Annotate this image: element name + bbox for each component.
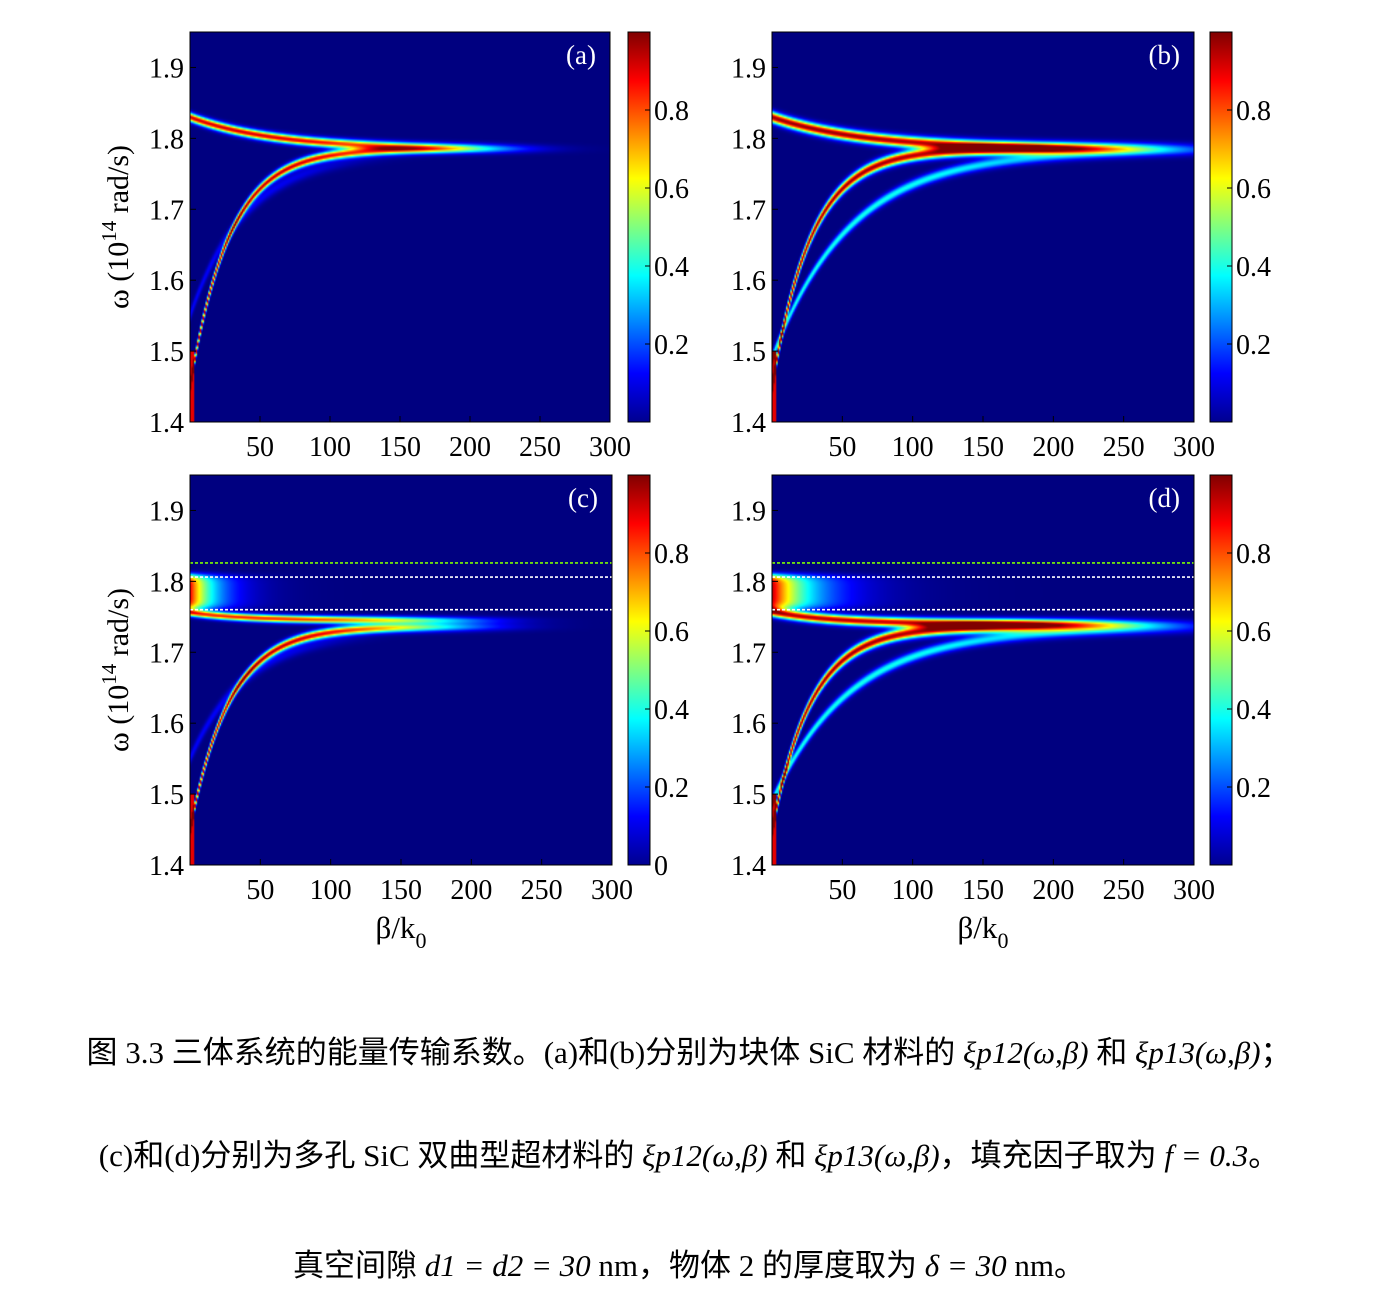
colorbar-tick-label: 0.2 [1236,330,1271,361]
panel-d: 50 100 150 200 250 300 1.4 1.5 1.6 1.7 1.8 1.9 (d) 0.… [731,474,1271,953]
colorbar-tick-label: 0.8 [654,539,689,570]
colorbar-tick-label: 0.6 [1236,617,1271,648]
x-tick-label: 150 [379,432,421,463]
colorbar [627,31,651,423]
colorbar-tick-label: 0.4 [654,695,689,726]
y-tick-label: 1.8 [149,567,184,598]
colorbar [627,474,651,866]
fill-factor-expression: f = 0.3 [1164,1138,1249,1173]
panel-label: (d) [1149,483,1180,513]
y-tick-label: 1.4 [149,851,184,882]
colorbar-tick-label: 0.2 [654,330,689,361]
heatmap-image [772,475,1194,865]
x-tick-label: 250 [1103,875,1145,906]
panel-label: (a) [566,40,596,70]
x-axis-label: β/k0 [376,910,427,953]
xi13-expression-2: ξp13(ω,β) [814,1138,940,1173]
caption-line-2: (c)和(d)分别为多孔 SiC 双曲型超材料的 ξp12(ω,β) 和 ξp1… [98,1138,1280,1173]
x-tick-label: 50 [828,432,856,463]
x-tick-label: 250 [521,875,563,906]
x-tick-label: 100 [892,875,934,906]
caption-line-3: 真空间隙 d1 = d2 = 30 nm，物体 2 的厚度取为 δ = 30 n… [293,1248,1085,1283]
y-axis-label: ω (1014 rad/s) [97,145,135,309]
y-tick-label: 1.9 [149,496,184,527]
y-tick-label: 1.7 [731,195,766,226]
x-tick-label: 200 [1032,432,1074,463]
y-tick-label: 1.9 [731,53,766,84]
y-tick-label: 1.7 [731,638,766,669]
x-tick-label: 200 [1032,875,1074,906]
y-tick-label: 1.7 [149,195,184,226]
x-tick-label: 100 [892,432,934,463]
heatmap-image [190,32,610,422]
colorbar-tick-label: 0.2 [1236,773,1271,804]
x-tick-label: 100 [309,432,351,463]
panel-label: (c) [568,483,598,513]
x-tick-label: 150 [380,875,422,906]
x-tick-label: 150 [962,875,1004,906]
x-tick-label: 50 [828,875,856,906]
x-tick-label: 150 [962,432,1004,463]
x-tick-label: 250 [1103,432,1145,463]
colorbar-tick-label: 0.4 [1236,695,1271,726]
y-axis-label: ω (1014 rad/s) [97,588,135,752]
panel-a: 50 100 150 200 250 300 1.4 1.5 1.6 1.7 1.8 1.9 (a) 0.… [97,31,689,463]
y-tick-label: 1.6 [149,709,184,740]
y-tick-label: 1.6 [149,266,184,297]
colorbar-tick-label: 0 [654,851,668,882]
x-axis-label: β/k0 [958,910,1009,953]
y-tick-label: 1.4 [731,408,766,439]
x-tick-label: 200 [450,875,492,906]
colorbar-tick-label: 0.6 [654,174,689,205]
y-tick-label: 1.4 [731,851,766,882]
heatmap-image [190,475,612,865]
colorbar-tick-label: 0.4 [1236,252,1271,283]
x-tick-label: 50 [246,875,274,906]
x-tick-label: 300 [1173,432,1215,463]
gap-expression: d1 = d2 = 30 [424,1248,591,1283]
y-tick-label: 1.9 [731,496,766,527]
y-tick-label: 1.5 [149,780,184,811]
heatmap-image [772,32,1194,422]
y-tick-label: 1.8 [731,567,766,598]
x-tick-label: 300 [589,432,631,463]
thickness-expression: δ = 30 [924,1248,1007,1283]
y-tick-label: 1.9 [149,53,184,84]
x-tick-label: 300 [591,875,633,906]
y-tick-label: 1.7 [149,638,184,669]
y-tick-label: 1.5 [731,780,766,811]
colorbar-tick-label: 0.2 [654,773,689,804]
y-tick-label: 1.5 [149,337,184,368]
colorbar-tick-label: 0.8 [1236,96,1271,127]
panel-c: 50 100 150 200 250 300 1.4 1.5 1.6 1.7 1.8 1.9 (c) 0 0… [97,474,689,953]
xi12-expression: ξp12(ω,β) [963,1035,1089,1070]
xi12-expression-2: ξp12(ω,β) [642,1138,768,1173]
caption-line-1: 图 3.3 三体系统的能量传输系数。(a)和(b)分别为块体 SiC 材料的 ξ… [86,1035,1292,1070]
colorbar-tick-label: 0.8 [654,96,689,127]
figure: 50 100 150 200 250 300 1.4 1.5 1.6 1.7 1.8 1.9 (a) 0.… [97,31,1271,953]
colorbar-tick-label: 0.6 [1236,174,1271,205]
panel-b: 50 100 150 200 250 300 1.4 1.5 1.6 1.7 1.8 1.9 (b) 0.… [731,31,1271,463]
x-tick-label: 200 [449,432,491,463]
colorbar-tick-label: 0.6 [654,617,689,648]
y-tick-label: 1.8 [149,124,184,155]
panel-label: (b) [1149,40,1180,70]
y-tick-label: 1.6 [731,266,766,297]
colorbar-tick-label: 0.8 [1236,539,1271,570]
y-tick-label: 1.6 [731,709,766,740]
colorbar [1209,31,1233,423]
xi13-expression: ξp13(ω,β) [1135,1035,1261,1070]
x-tick-label: 250 [519,432,561,463]
x-tick-label: 300 [1173,875,1215,906]
colorbar-tick-label: 0.4 [654,252,689,283]
x-tick-label: 50 [246,432,274,463]
x-tick-label: 100 [310,875,352,906]
y-tick-label: 1.8 [731,124,766,155]
y-tick-label: 1.4 [149,408,184,439]
y-tick-label: 1.5 [731,337,766,368]
colorbar [1209,474,1233,866]
